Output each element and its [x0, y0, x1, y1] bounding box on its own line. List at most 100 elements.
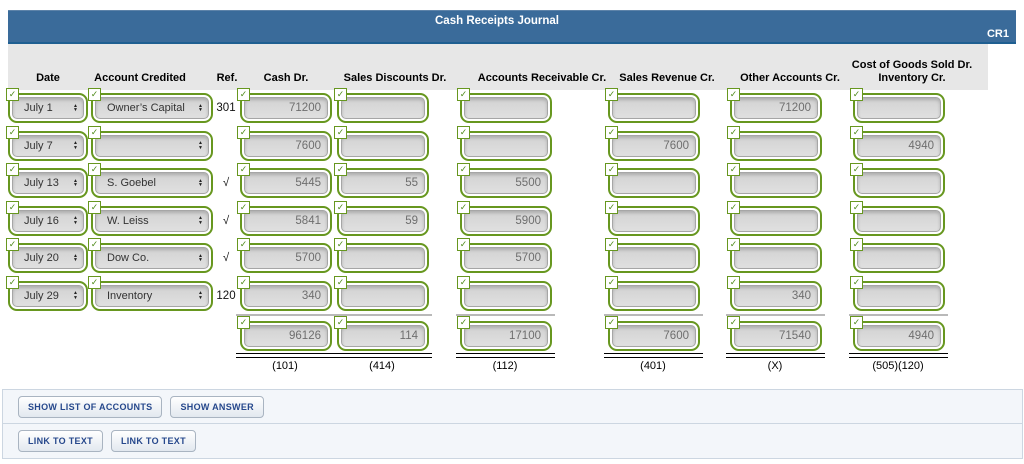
accounts-receivable-input[interactable]: 5700	[464, 247, 548, 269]
cogs-inventory-total-input[interactable]: 4940	[857, 325, 941, 347]
cogs-inventory-input[interactable]	[857, 247, 941, 269]
col-header-sales-discounts-dr: Sales Discounts Dr.	[343, 72, 447, 84]
date-select[interactable]: July 16 ▲ ▼	[12, 209, 84, 232]
accounts-receivable-total-cell: ✓ 17100 (112)	[456, 313, 555, 372]
date-select[interactable]: July 1 ▲ ▼	[12, 97, 84, 119]
correct-check-icon: ✓	[605, 238, 618, 251]
cash-dr-input[interactable]: 340	[244, 284, 328, 307]
sales-revenue-input[interactable]	[612, 97, 696, 119]
correct-check-icon: ✓	[457, 238, 470, 251]
accounts-receivable-input[interactable]	[464, 97, 548, 119]
account-credited-select[interactable]: Owner’s Capital ▲ ▼	[95, 97, 209, 119]
cogs-inventory-input[interactable]	[857, 172, 941, 194]
account-code: (101)	[272, 360, 298, 372]
dropdown-arrows-icon: ▲ ▼	[198, 102, 203, 113]
dropdown-arrows-icon: ▲ ▼	[73, 215, 78, 226]
link-to-text-button-1[interactable]: LINK TO TEXT	[18, 430, 103, 452]
account-credited-select[interactable]: Inventory ▲ ▼	[95, 284, 209, 307]
other-accounts-input[interactable]: 340	[734, 284, 818, 307]
date-select[interactable]: July 7 ▲ ▼	[12, 134, 84, 157]
sales-discounts-input[interactable]	[341, 247, 425, 269]
correct-check-icon: ✓	[727, 125, 740, 139]
date-select[interactable]: July 13 ▲ ▼	[12, 172, 84, 194]
correct-check-icon: ✓	[727, 163, 740, 176]
cash-dr-total-cell: ✓ 96126 (101)	[236, 313, 335, 372]
accounts-receivable-input[interactable]: 5900	[464, 209, 548, 232]
cogs-inventory-input[interactable]	[857, 97, 941, 119]
footer-row-1: SHOW LIST OF ACCOUNTS SHOW ANSWER	[2, 389, 1023, 424]
ref-value: 120	[216, 289, 236, 302]
sales-discounts-cell: ✓ 59	[334, 200, 429, 238]
cogs-inventory-total-cell: ✓ 4940 (505)(120)	[849, 313, 948, 372]
date-cell: ✓ July 7 ▲ ▼	[6, 125, 88, 163]
account-credited-select[interactable]: ▲ ▼	[95, 134, 209, 157]
cash-dr-total-input[interactable]: 96126	[244, 325, 328, 347]
ref-value: √	[222, 252, 230, 264]
accounts-receivable-input[interactable]	[464, 284, 548, 307]
other-accounts-input[interactable]: 71200	[734, 97, 818, 119]
sales-discounts-total-input[interactable]: 114	[341, 325, 425, 347]
account-credited-select[interactable]: S. Goebel ▲ ▼	[95, 172, 209, 194]
accounts-receivable-total-input[interactable]: 17100	[464, 325, 548, 347]
other-accounts-input[interactable]	[734, 247, 818, 269]
sales-discounts-input[interactable]	[341, 134, 425, 157]
total-rule	[333, 314, 432, 316]
accounts-receivable-input[interactable]: 5500	[464, 172, 548, 194]
other-accounts-input[interactable]	[734, 134, 818, 157]
date-cell: ✓ July 20 ▲ ▼	[6, 238, 88, 275]
sales-revenue-total-input[interactable]: 7600	[612, 325, 696, 347]
correct-check-icon: ✓	[605, 275, 618, 289]
cash-dr-input[interactable]: 71200	[244, 97, 328, 119]
correct-check-icon: ✓	[6, 88, 19, 101]
date-select[interactable]: July 20 ▲ ▼	[12, 247, 84, 269]
correct-check-icon: ✓	[457, 125, 470, 139]
account-credited-select[interactable]: W. Leiss ▲ ▼	[95, 209, 209, 232]
correct-check-icon: ✓	[237, 88, 250, 101]
sales-revenue-input[interactable]	[612, 247, 696, 269]
other-accounts-total-input[interactable]: 71540	[734, 325, 818, 347]
account-credited-cell: ✓ Owner’s Capital ▲ ▼	[88, 88, 213, 125]
sales-discounts-input[interactable]	[341, 97, 425, 119]
cash-dr-input[interactable]: 5700	[244, 247, 328, 269]
date-select[interactable]: July 29 ▲ ▼	[12, 284, 84, 307]
dropdown-arrows-icon: ▲ ▼	[198, 290, 203, 301]
sales-discounts-input[interactable]: 59	[341, 209, 425, 232]
correct-check-icon: ✓	[727, 200, 740, 214]
correct-check-icon: ✓	[850, 238, 863, 251]
sales-revenue-input[interactable]	[612, 172, 696, 194]
link-to-text-button-2[interactable]: LINK TO TEXT	[110, 430, 196, 452]
total-rule	[236, 314, 335, 316]
other-accounts-input[interactable]	[734, 209, 818, 232]
sales-discounts-input[interactable]	[341, 284, 425, 307]
journal-row-6: ✓ July 29 ▲ ▼ ✓ Inventory ▲ ▼ 120 ✓ 340 ✓	[0, 275, 1024, 314]
correct-check-icon: ✓	[237, 316, 250, 329]
account-credited-cell: ✓ Inventory ▲ ▼	[88, 275, 213, 313]
cogs-inventory-input[interactable]	[857, 209, 941, 232]
sales-revenue-input[interactable]	[612, 284, 696, 307]
correct-check-icon: ✓	[88, 163, 101, 176]
cogs-inventory-cell: ✓	[850, 200, 945, 238]
show-answer-button[interactable]: SHOW ANSWER	[170, 395, 264, 418]
show-list-of-accounts-button[interactable]: SHOW LIST OF ACCOUNTS	[18, 395, 163, 418]
cash-dr-input[interactable]: 7600	[244, 134, 328, 157]
accounts-receivable-input[interactable]	[464, 134, 548, 157]
cogs-inventory-input[interactable]: 4940	[857, 134, 941, 157]
account-credited-select[interactable]: Dow Co. ▲ ▼	[95, 247, 209, 269]
sales-discounts-input[interactable]: 55	[341, 172, 425, 194]
cash-dr-cell: ✓ 5700	[237, 238, 332, 275]
cash-dr-cell: ✓ 5445	[237, 163, 332, 200]
correct-check-icon: ✓	[605, 163, 618, 176]
correct-check-icon: ✓	[850, 163, 863, 176]
page-title: Cash Receipts Journal	[435, 15, 559, 27]
cogs-inventory-input[interactable]	[857, 284, 941, 307]
column-header-strip: Date Account Credited Ref. Cash Dr. Sale…	[8, 44, 988, 90]
correct-check-icon: ✓	[457, 88, 470, 101]
cash-dr-input[interactable]: 5841	[244, 209, 328, 232]
sales-revenue-input[interactable]	[612, 209, 696, 232]
dropdown-arrows-icon: ▲ ▼	[198, 252, 203, 263]
sales-revenue-input[interactable]: 7600	[612, 134, 696, 157]
other-accounts-input[interactable]	[734, 172, 818, 194]
correct-check-icon: ✓	[850, 200, 863, 214]
cash-dr-input[interactable]: 5445	[244, 172, 328, 194]
